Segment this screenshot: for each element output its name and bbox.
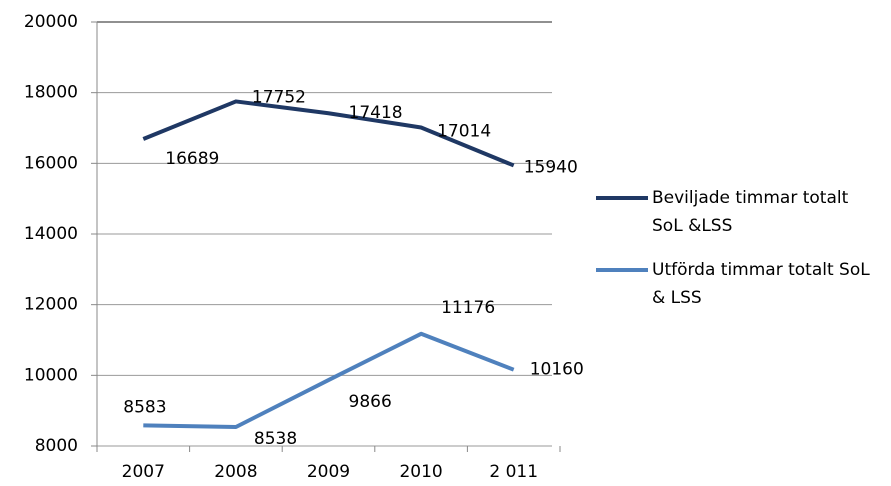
data-label: 17418 bbox=[349, 103, 403, 123]
data-label: 15940 bbox=[524, 157, 578, 177]
x-tick-label: 2 011 bbox=[489, 462, 538, 482]
y-tick-label: 16000 bbox=[24, 153, 78, 173]
data-label: 8538 bbox=[254, 429, 297, 449]
legend-item: Utförda timmar totalt SoL & LSS bbox=[596, 256, 886, 312]
data-label: 11176 bbox=[441, 298, 495, 318]
data-label: 9866 bbox=[349, 392, 392, 412]
data-label: 16689 bbox=[165, 149, 219, 169]
legend-swatch bbox=[596, 196, 648, 200]
legend-label: Utförda timmar totalt SoL & LSS bbox=[652, 260, 870, 308]
data-label: 17752 bbox=[252, 87, 306, 107]
series-line bbox=[143, 331, 515, 429]
y-tick-label: 20000 bbox=[24, 12, 78, 32]
legend: Beviljade timmar totalt SoL &LSS Utförda … bbox=[596, 184, 886, 328]
x-tick-label: 2007 bbox=[122, 462, 165, 482]
data-label: 10160 bbox=[530, 360, 584, 380]
x-tick-label: 2010 bbox=[399, 462, 442, 482]
legend-item: Beviljade timmar totalt SoL &LSS bbox=[596, 184, 886, 240]
y-tick-label: 18000 bbox=[24, 83, 78, 103]
y-tick-label: 14000 bbox=[24, 224, 78, 244]
y-tick-label: 10000 bbox=[24, 365, 78, 385]
legend-label: Beviljade timmar totalt SoL &LSS bbox=[652, 188, 849, 236]
data-label: 17014 bbox=[437, 122, 491, 142]
y-tick-label: 8000 bbox=[35, 436, 78, 456]
y-tick-label: 12000 bbox=[24, 295, 78, 315]
legend-swatch bbox=[596, 268, 648, 272]
x-tick-label: 2009 bbox=[307, 462, 350, 482]
series-line bbox=[142, 99, 515, 168]
data-label: 8583 bbox=[123, 397, 166, 417]
x-tick-label: 2008 bbox=[214, 462, 257, 482]
